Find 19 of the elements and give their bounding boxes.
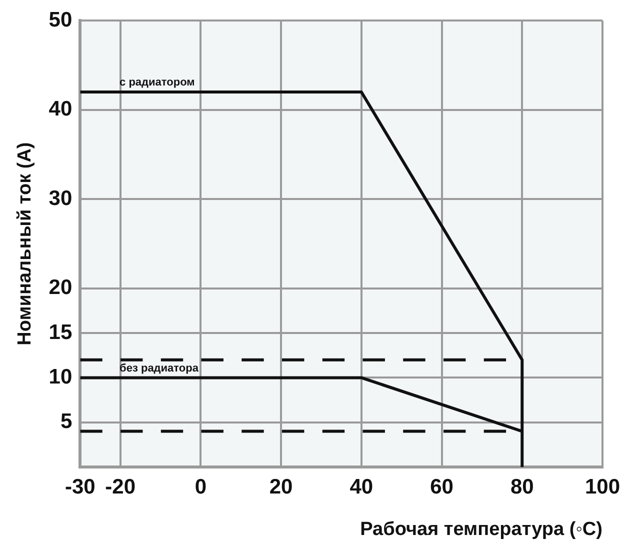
x-tick-label: 40	[350, 475, 374, 498]
x-tick-label: 60	[430, 475, 454, 498]
series-label: без радиатора	[120, 362, 200, 374]
x-tick-label: 100	[584, 475, 620, 498]
y-tick-label: 15	[48, 320, 72, 344]
x-tick-label: 80	[510, 475, 534, 498]
y-tick-label: 50	[48, 8, 72, 32]
x-tick-label: 20	[269, 475, 293, 498]
y-axis-title: Номинальный ток (А)	[14, 142, 36, 346]
y-tick-label: 5	[60, 410, 72, 434]
y-tick-label: 40	[48, 98, 72, 121]
y-tick-label: 30	[48, 186, 72, 210]
x-tick-label: 0	[194, 475, 207, 498]
x-tick-label: -30	[64, 475, 96, 498]
y-tick-label: 20	[48, 276, 72, 300]
y-tick-label: 10	[48, 366, 72, 389]
x-tick-label: -20	[105, 475, 136, 498]
x-axis-title: Рабочая температура (◦C)	[360, 518, 602, 540]
series-label: с радиатором	[120, 76, 195, 89]
